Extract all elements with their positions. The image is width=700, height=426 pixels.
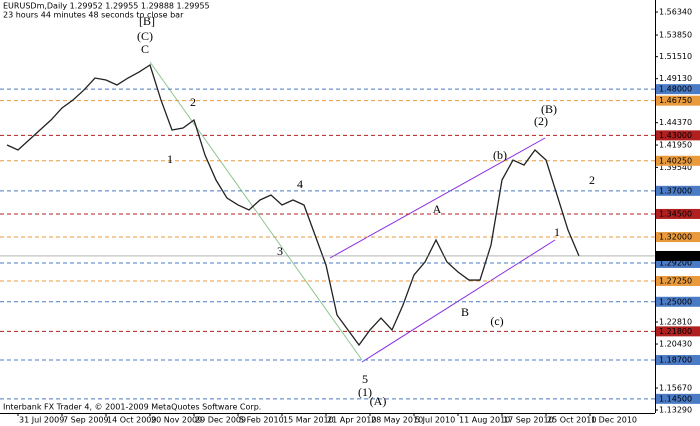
x-tick-label: 11 Aug 2010 [459,416,510,425]
chart-subtitle: 23 hours 44 minutes 48 seconds to close … [3,11,184,20]
x-tick-label: 7 Sep 2009 [63,416,109,425]
level-label: 1.18700 [659,356,692,365]
level-box [656,130,700,141]
x-tick-label: 28 May 2010 [371,416,423,425]
y-tick-label: 1.44370 [659,118,692,127]
x-tick-label: 5 Jul 2010 [415,416,455,425]
level-box [656,155,700,166]
x-tick-label: 31 Jul 2009 [19,416,64,425]
level-box [656,326,700,337]
channel-upper [329,137,546,259]
wave-label: A [433,202,442,216]
current-price-box [656,250,700,261]
x-tick-label: 21 Apr 2010 [327,416,376,425]
y-tick-label: 1.39540 [659,163,692,172]
level-box [656,355,700,366]
level-box [656,393,700,404]
y-tick-label: 1.20430 [659,340,692,349]
y-tick-label: 1.49130 [659,74,692,83]
price-line [6,63,580,347]
wave-label: B [461,305,469,319]
level-box [656,232,700,243]
x-tick-label: 1 Dec 2010 [591,416,637,425]
wave-label: (C) [137,29,153,43]
level-label: 1.25000 [659,297,692,306]
wave-label: C [141,42,149,56]
wave-label: 2 [589,173,595,187]
level-label: 1.34500 [659,209,692,218]
x-tick-label: 14 Oct 2009 [107,416,156,425]
x-tick-label: 5 Feb 2010 [239,416,284,425]
level-label: 1.40250 [659,156,692,165]
x-tick-label: 20 Nov 2009 [151,416,202,425]
trend-line [149,61,363,361]
x-tick-label: 17 Sep 2010 [503,416,554,425]
y-tick-label: 1.51510 [659,52,692,61]
level-label: 1.48000 [659,85,692,94]
y-tick-label: 1.41950 [659,141,692,150]
wave-label: (2) [534,114,548,128]
y-tick-label: 1.56340 [659,8,692,17]
current-price-label: 1.29955 [659,251,692,260]
level-label: 1.27250 [659,276,692,285]
wave-label: (1) [358,385,372,399]
wave-label: 2 [190,95,196,109]
level-box [656,185,700,196]
level-label: 1.32000 [659,233,692,242]
footer: Interbank FX Trader 4, © 2001-2009 MetaQ… [3,403,261,412]
level-label: 1.46750 [659,96,692,105]
wave-label: 5 [362,372,368,386]
wave-label: 3 [277,244,283,258]
wave-label: 4 [297,177,303,191]
wave-label: (B) [541,102,557,116]
y-tick-label: 1.22810 [659,318,692,327]
level-label: 1.21800 [659,327,692,336]
level-box [656,208,700,219]
level-label: 1.14500 [659,394,692,403]
level-label: 1.29200 [659,258,692,267]
wave-label: (A) [370,394,387,408]
channel-lower [361,239,556,363]
x-tick-label: 29 Dec 2009 [195,416,246,425]
wave-label: 1 [554,225,560,239]
level-box [656,84,700,95]
level-box [656,296,700,307]
chart-title: EURUSDm,Daily 1.29952 1.29955 1.29888 1.… [3,2,210,11]
level-label: 1.37000 [659,186,692,195]
y-tick-label: 1.53850 [659,31,692,40]
wave-label: [B] [139,14,155,28]
x-tick-label: 25 Oct 2010 [547,416,596,425]
y-tick-label: 1.13290 [659,406,692,415]
level-label: 1.43000 [659,131,692,140]
y-tick-label: 1.15670 [659,384,692,393]
level-box [656,95,700,106]
wave-label: (b) [493,148,507,162]
level-box [656,257,700,268]
wave-label: (c) [490,314,503,328]
level-box [656,275,700,286]
wave-label: 1 [167,152,173,166]
x-tick-label: 15 Mar 2010 [283,416,334,425]
